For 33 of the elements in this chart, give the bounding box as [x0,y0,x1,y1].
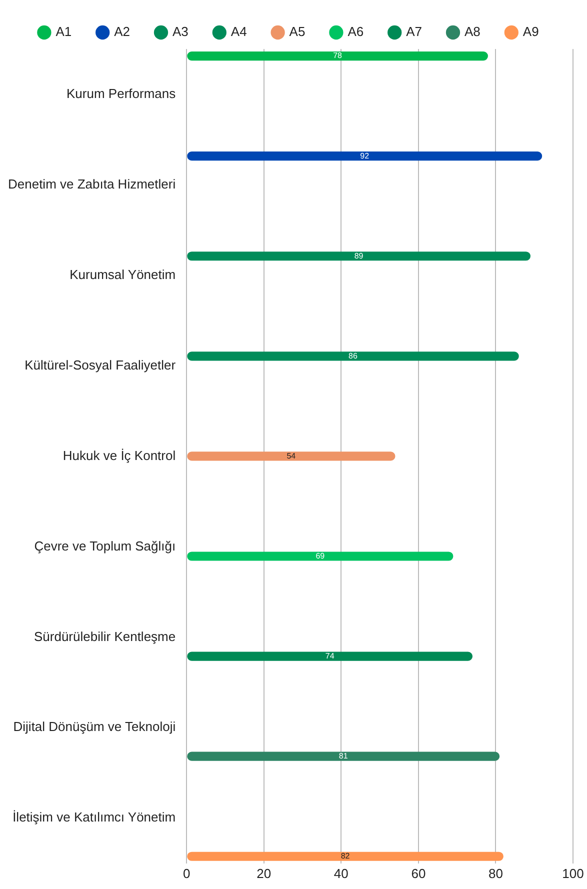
x-tick-label: 0 [182,866,190,881]
y-tick-label: Çevre ve Toplum Sağlığı [34,538,176,554]
y-tick-label: Kurum Performans [66,86,176,101]
y-tick-label: Sürdürülebilir Kentleşme [34,628,176,644]
y-tick-label: Hukuk ve İç Kontrol [62,448,176,463]
legend-label: A4 [230,24,247,40]
y-tick-label: Kurumsal Yönetim [70,266,176,282]
x-tick-label: 20 [256,866,272,881]
legend-label: A9 [522,24,539,40]
data-label: 78 [333,51,343,60]
data-label: 89 [354,251,364,260]
data-label: 81 [338,752,348,761]
legend-label: A7 [406,24,422,40]
y-tick-label: Kültürel-Sosyal Faaliyetler [24,357,176,372]
legend-label: A6 [348,24,364,40]
legend-label: A1 [56,24,72,40]
x-tick-label: 100 [562,866,584,881]
data-label: 54 [286,451,296,460]
data-label: 69 [316,551,326,560]
legend-label: A2 [114,24,130,40]
x-tick-label: 80 [488,866,503,881]
x-tick-label: 40 [334,866,348,881]
legend-label: A3 [172,24,188,40]
y-tick-label: İletişim ve Katılımcı Yönetim [12,810,176,825]
data-label: 74 [325,651,335,660]
data-label: 86 [348,351,358,360]
data-label: 92 [360,151,370,160]
legend-label: A8 [464,24,480,40]
legend-label: A5 [289,24,306,40]
x-tick-label: 60 [411,866,426,881]
y-tick-label: Denetim ve Zabıta Hizmetleri [8,176,176,192]
data-label: 82 [340,852,350,861]
y-tick-label: Dijital Dönüşüm ve Teknoloji [13,719,176,734]
